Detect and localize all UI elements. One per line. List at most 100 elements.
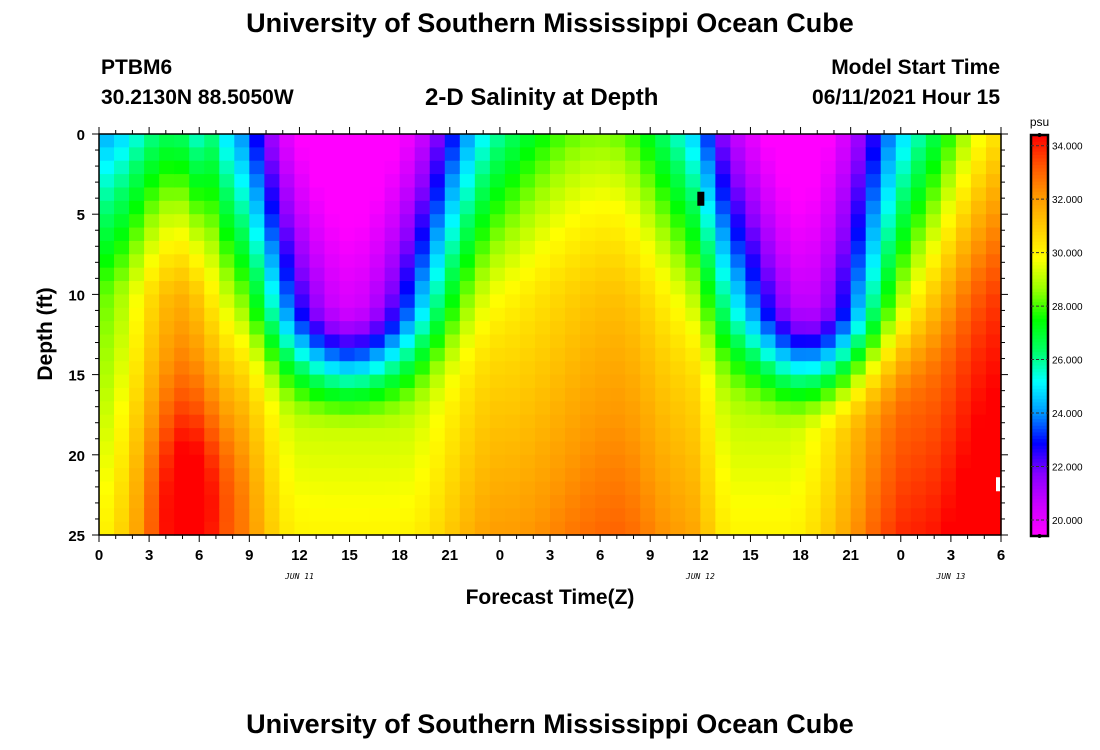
heatmap-cell: [114, 281, 130, 295]
heatmap-cell: [805, 387, 822, 402]
heatmap-cell: [625, 387, 641, 402]
heatmap-cell: [610, 254, 626, 269]
heatmap-cell: [189, 174, 205, 189]
heatmap-cell: [895, 374, 912, 389]
heatmap-cell: [565, 294, 581, 309]
heatmap-cell: [670, 160, 686, 175]
heatmap-cell: [204, 254, 220, 269]
heatmap-cell: [715, 494, 731, 509]
heatmap-cell: [354, 481, 371, 496]
heatmap-cell: [925, 387, 942, 402]
heatmap-cell: [760, 521, 777, 536]
heatmap-cell: [354, 441, 371, 456]
heatmap-cell: [204, 387, 220, 402]
heatmap-cell: [414, 307, 431, 322]
heatmap-cell: [715, 160, 731, 175]
heatmap-cell: [174, 481, 190, 496]
heatmap-cell: [429, 187, 446, 202]
heatmap-cell: [459, 494, 476, 509]
colorbar-segment: [1031, 218, 1048, 223]
heatmap-cell: [534, 521, 551, 536]
heatmap-cell: [565, 134, 581, 148]
heatmap-cell: [550, 294, 566, 309]
heatmap-cell: [174, 401, 190, 416]
heatmap-cell: [910, 227, 927, 242]
heatmap-cell: [985, 294, 1002, 309]
colorbar-segment: [1031, 248, 1048, 253]
heatmap-cell: [204, 374, 220, 389]
heatmap-cell: [429, 454, 446, 469]
heatmap-cell: [519, 361, 536, 376]
heatmap-cell: [640, 387, 656, 402]
colorbar-segment: [1031, 378, 1048, 383]
heatmap-cell: [534, 387, 551, 402]
colorbar-segment: [1031, 245, 1048, 250]
heatmap-cell: [489, 521, 506, 536]
heatmap-cell: [129, 521, 145, 536]
heatmap-cell: [625, 174, 641, 189]
heatmap-cell: [459, 441, 476, 456]
heatmap-cell: [745, 428, 762, 443]
heatmap-cell: [820, 200, 837, 215]
heatmap-cell: [580, 200, 596, 215]
heatmap-cell: [730, 414, 747, 429]
heatmap-cell: [354, 468, 371, 483]
heatmap-cell: [474, 454, 491, 469]
heatmap-cell: [414, 468, 431, 483]
heatmap-cell: [189, 227, 205, 242]
heatmap-cell: [655, 267, 671, 282]
colorbar-segment: [1031, 489, 1048, 494]
heatmap-cell: [114, 134, 130, 148]
heatmap-cell: [294, 387, 311, 402]
heatmap-cell: [534, 361, 551, 376]
heatmap-cell: [640, 294, 656, 309]
heatmap-cell: [805, 374, 822, 389]
heatmap-cell: [369, 227, 386, 242]
x-tick-label: 3: [947, 547, 955, 564]
heatmap-cell: [414, 361, 431, 376]
heatmap-cell: [745, 401, 762, 416]
heatmap-cell: [895, 267, 912, 282]
heatmap-cell: [234, 160, 250, 175]
heatmap-cell: [219, 214, 235, 229]
heatmap-cell: [354, 214, 371, 229]
heatmap-cell: [880, 160, 897, 175]
heatmap-cell: [489, 281, 506, 295]
heatmap-cell: [880, 307, 897, 322]
heatmap-cell: [895, 200, 912, 215]
heatmap-cell: [99, 267, 115, 282]
heatmap-cell: [745, 441, 762, 456]
heatmap-cell: [354, 240, 371, 255]
heatmap-cell: [910, 494, 927, 509]
heatmap-cell: [504, 494, 521, 509]
heatmap-cell: [925, 160, 942, 175]
heatmap-cell: [805, 401, 822, 416]
heatmap-cell: [715, 361, 731, 376]
heatmap-cell: [189, 307, 205, 322]
heatmap-cell: [429, 347, 446, 362]
heatmap-cell: [730, 281, 747, 295]
heatmap-cell: [880, 454, 897, 469]
heatmap-cell: [159, 160, 175, 175]
heatmap-cell: [114, 347, 130, 362]
heatmap-cell: [204, 321, 220, 336]
heatmap-cell: [910, 294, 927, 309]
heatmap-cell: [565, 200, 581, 215]
heatmap-cell: [970, 321, 987, 336]
heatmap-cell: [910, 508, 927, 523]
heatmap-cell: [309, 414, 326, 429]
heatmap-cell: [384, 321, 401, 336]
heatmap-cell: [820, 240, 837, 255]
heatmap-cell: [700, 281, 716, 295]
heatmap-cell: [534, 294, 551, 309]
heatmap-cell: [820, 361, 837, 376]
heatmap-cell: [399, 454, 416, 469]
heatmap-cell: [775, 147, 792, 162]
heatmap-cell: [504, 414, 521, 429]
heatmap-cell: [805, 240, 822, 255]
heatmap-cell: [129, 294, 145, 309]
heatmap-cell: [670, 214, 686, 229]
heatmap-cell: [565, 414, 581, 429]
heatmap-cell: [775, 521, 792, 536]
heatmap-cell: [519, 187, 536, 202]
